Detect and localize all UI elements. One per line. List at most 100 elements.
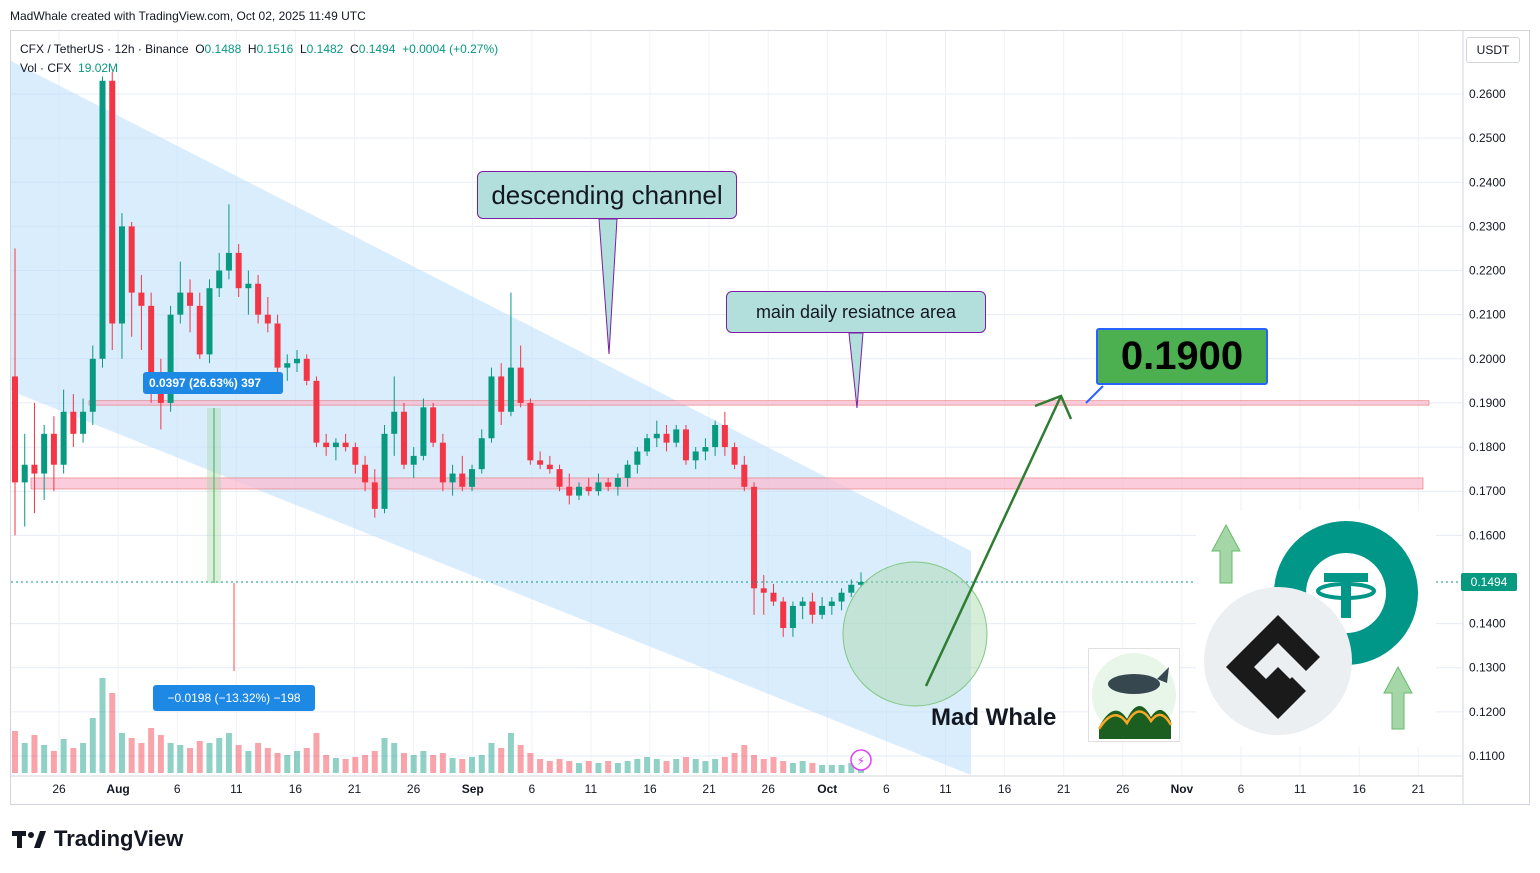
measure-down-text: −0.0198 (−13.32%) −198 xyxy=(167,691,301,705)
time-tick-label: 26 xyxy=(407,782,421,796)
candle-body xyxy=(89,358,96,412)
volume-bar xyxy=(313,733,320,773)
time-tick-label: 16 xyxy=(643,782,657,796)
chart-canvas[interactable]: 0.2600 0.2500 0.2400 0.2300 0.2200 0.2100 0.20… xyxy=(11,31,1530,805)
dividend-event-icon xyxy=(850,749,872,771)
volume-bar xyxy=(712,759,719,773)
candle-body xyxy=(167,314,174,403)
price-tick-label: 0.1400 xyxy=(1469,617,1506,631)
volume-bar xyxy=(255,743,262,773)
volume-bar xyxy=(303,748,310,773)
volume-bar xyxy=(148,728,155,773)
channel-callout-text: descending channel xyxy=(491,179,723,210)
volume-bar xyxy=(673,759,680,773)
target-callout-pointer xyxy=(1085,385,1104,404)
tradingview-logo-icon xyxy=(12,831,46,848)
candle-body xyxy=(624,464,631,478)
time-tick-label: 6 xyxy=(883,782,890,796)
candle-body xyxy=(332,442,339,448)
volume-bar xyxy=(216,738,223,773)
candle-body xyxy=(148,305,155,381)
currency-selector[interactable]: USDT xyxy=(1466,37,1520,63)
price-tick-label: 0.1100 xyxy=(1469,749,1505,763)
forecast-arrow-head xyxy=(1034,394,1073,420)
volume-bar xyxy=(478,755,485,773)
volume-bar xyxy=(527,753,534,773)
volume-bar xyxy=(400,753,407,773)
candle-body xyxy=(410,455,417,465)
volume-bar xyxy=(556,759,563,773)
candle-body xyxy=(400,411,407,465)
legend-close-label: C xyxy=(350,42,359,56)
candle-body xyxy=(488,376,495,439)
legend-volume-label: Vol · CFX xyxy=(20,61,72,75)
candle-body xyxy=(294,358,300,364)
volume-bar xyxy=(789,763,796,773)
chart-legend: CFX / TetherUS · 12h · Binance O0.1488 H… xyxy=(20,40,498,78)
volume-bar xyxy=(50,751,57,773)
channel-callout[interactable]: descending channel xyxy=(477,171,737,219)
volume-bar xyxy=(566,761,573,773)
candle-body xyxy=(235,252,242,289)
volume-bar xyxy=(848,763,855,773)
price-tick-label: 0.2500 xyxy=(1469,131,1506,145)
legend-change: +0.0004 (+0.27%) xyxy=(402,42,499,56)
candle-body xyxy=(673,429,680,443)
time-tick-label: 6 xyxy=(528,782,535,796)
volume-bar xyxy=(459,759,466,773)
volume-bar xyxy=(196,741,203,773)
time-tick-label: 16 xyxy=(998,782,1012,796)
candle-body xyxy=(556,469,563,487)
candle-body xyxy=(216,270,223,289)
candle-body xyxy=(109,80,116,324)
resistance-zone-lower xyxy=(30,477,1424,490)
candle-body xyxy=(225,252,232,271)
price-tick-label: 0.2000 xyxy=(1469,352,1506,366)
legend-open-label: O xyxy=(195,42,205,56)
candle-body xyxy=(255,283,262,315)
tradingview-brand[interactable]: TradingView xyxy=(12,826,183,852)
resistance-callout[interactable]: main daily resiatnce area xyxy=(726,291,986,333)
price-tick-label: 0.2200 xyxy=(1469,264,1506,278)
volume-bar xyxy=(430,755,437,773)
price-tick-label: 0.2600 xyxy=(1469,87,1506,101)
volume-bar xyxy=(352,757,359,773)
candle-body xyxy=(731,447,738,465)
last-price-badge xyxy=(1461,573,1517,591)
candle-body xyxy=(420,407,427,456)
candle-body xyxy=(838,592,845,602)
volume-bar xyxy=(128,738,135,773)
candle-body xyxy=(585,486,592,492)
volume-bar xyxy=(595,763,602,773)
volume-bar xyxy=(410,755,417,773)
volume-bar xyxy=(332,758,339,773)
volume-bar xyxy=(498,748,505,773)
volume-bar xyxy=(89,718,96,773)
target-callout[interactable]: 0.1900 xyxy=(1096,328,1268,385)
volume-bar xyxy=(391,743,398,773)
candle-body xyxy=(362,464,369,483)
candle-body xyxy=(634,451,641,465)
time-axis: 26 Aug 6 11 16 21 26 Sep 6 11 16 21 26 Oct 6 11 16 21 26 No… xyxy=(52,782,1425,796)
legend-volume-row: Vol · CFX 19.02M xyxy=(20,59,498,78)
candle-body xyxy=(751,486,758,589)
lightning-icon: ⚡ xyxy=(857,754,865,768)
legend-symbol: CFX / TetherUS · 12h · Binance xyxy=(20,42,189,56)
candle-body xyxy=(576,486,582,496)
chart-frame[interactable]: 0.2600 0.2500 0.2400 0.2300 0.2200 0.2100 0.20… xyxy=(10,30,1530,805)
candle-body xyxy=(128,226,135,293)
forecast-arrow xyxy=(924,395,1063,687)
price-tick-label: 0.1200 xyxy=(1469,705,1506,719)
time-tick-label: 11 xyxy=(1294,782,1307,796)
volume-bar xyxy=(507,733,514,773)
volume-bar xyxy=(614,763,621,773)
candle-body xyxy=(60,411,67,465)
token-logos-art xyxy=(1204,521,1418,735)
candlesticks xyxy=(12,71,864,637)
candle-body xyxy=(177,292,184,315)
volume-bar xyxy=(235,745,242,773)
time-tick-label: 11 xyxy=(585,782,598,796)
whale-logo-icon xyxy=(1092,653,1176,739)
candle-body xyxy=(313,380,320,443)
volume-bar xyxy=(809,763,816,773)
